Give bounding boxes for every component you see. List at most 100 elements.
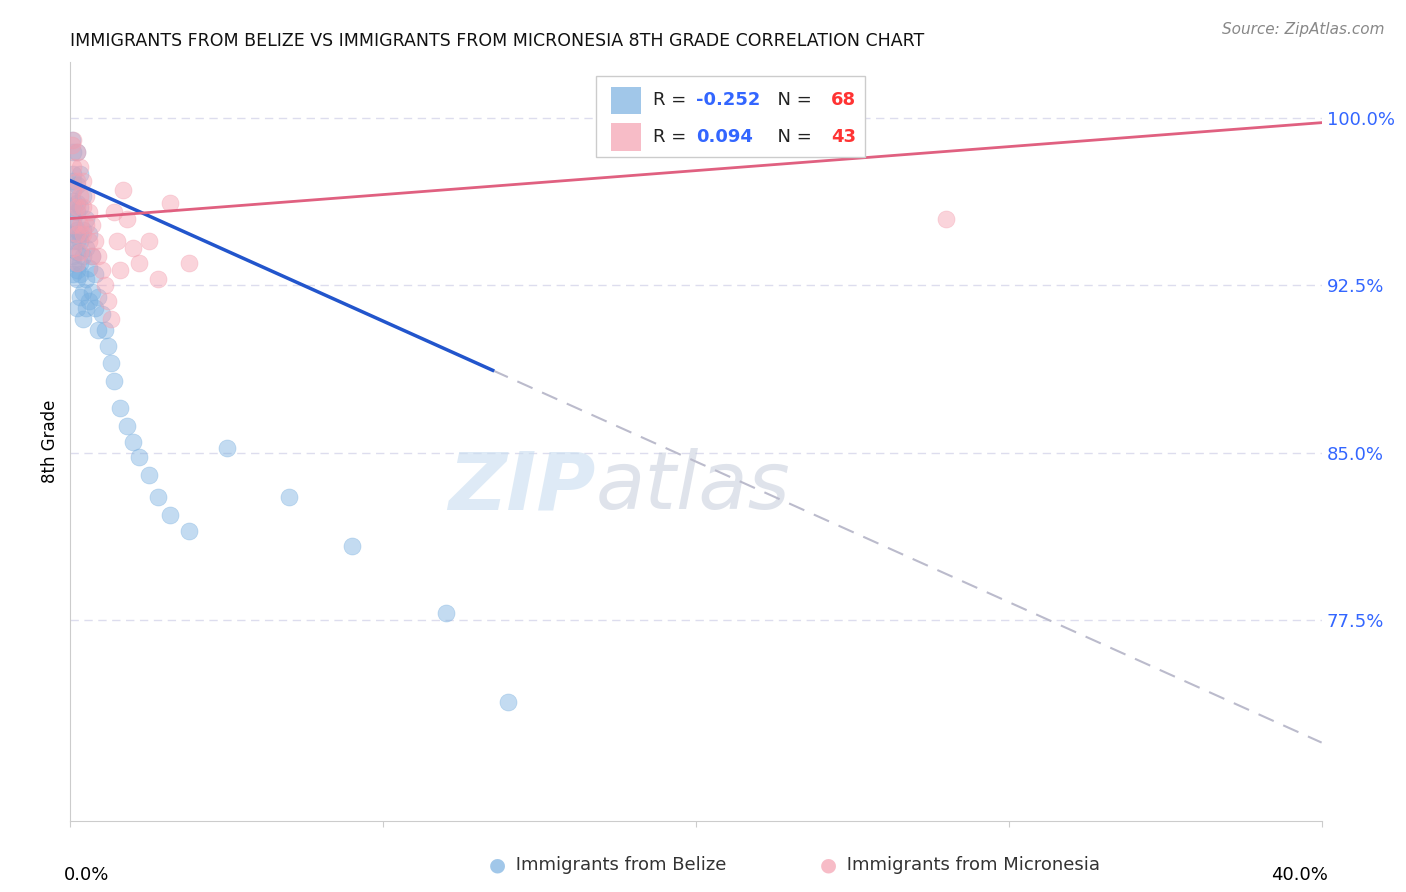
Point: [84, 234, 107, 248]
Point: [72, 285, 94, 299]
Point: [87, 250, 110, 264]
Text: atlas: atlas: [596, 448, 790, 526]
Text: 0.0%: 0.0%: [65, 866, 110, 884]
Point: [110, 262, 132, 277]
Point: [62, 234, 84, 248]
Point: [138, 467, 160, 482]
Point: [69, 267, 91, 281]
Point: [105, 234, 128, 248]
Point: [69, 234, 91, 248]
Text: R =: R =: [654, 91, 692, 110]
Bar: [610, 87, 641, 114]
Point: [434, 607, 457, 621]
Point: [62, 201, 84, 215]
Point: [62, 240, 84, 255]
Point: [72, 311, 94, 326]
Bar: [610, 123, 641, 151]
Point: [62, 194, 84, 208]
Point: [60, 138, 83, 153]
Point: [115, 211, 138, 226]
Point: [65, 234, 87, 248]
Point: [128, 256, 150, 270]
Point: [935, 211, 957, 226]
Point: [138, 234, 160, 248]
Point: [62, 227, 84, 241]
Point: [128, 450, 150, 465]
Point: [77, 260, 100, 275]
Point: [72, 189, 94, 203]
Point: [62, 211, 84, 226]
Point: [62, 218, 84, 232]
Text: N =: N =: [766, 91, 817, 110]
Point: [100, 356, 122, 371]
Point: [87, 323, 110, 337]
Point: [159, 196, 181, 211]
Point: [62, 167, 84, 181]
Point: [498, 696, 520, 710]
Point: [75, 240, 97, 255]
Point: [146, 271, 169, 285]
Point: [65, 145, 87, 159]
Point: [62, 182, 84, 196]
Point: [112, 182, 135, 196]
Point: [72, 201, 94, 215]
Point: [75, 301, 97, 315]
Point: [65, 201, 87, 215]
Point: [62, 133, 84, 147]
Point: [82, 250, 104, 264]
Text: Immigrants from Micronesia: Immigrants from Micronesia: [841, 856, 1099, 874]
Point: [340, 539, 363, 553]
Point: [60, 133, 83, 147]
Text: 43: 43: [831, 128, 856, 146]
Point: [103, 374, 125, 388]
Point: [77, 293, 100, 308]
Point: [75, 189, 97, 203]
Point: [278, 490, 301, 504]
Point: [65, 244, 87, 259]
Point: [103, 205, 125, 219]
Point: [65, 256, 87, 270]
Point: [84, 301, 107, 315]
Text: ZIP: ZIP: [449, 448, 596, 526]
Point: [62, 160, 84, 174]
Point: [77, 234, 100, 248]
Point: [121, 240, 145, 255]
Point: [65, 301, 87, 315]
Point: [69, 256, 91, 270]
Point: [72, 250, 94, 264]
Point: [62, 182, 84, 196]
Point: [62, 145, 84, 159]
Text: R =: R =: [654, 128, 699, 146]
Point: [65, 227, 87, 241]
Text: IMMIGRANTS FROM BELIZE VS IMMIGRANTS FROM MICRONESIA 8TH GRADE CORRELATION CHART: IMMIGRANTS FROM BELIZE VS IMMIGRANTS FRO…: [70, 32, 925, 50]
Point: [90, 307, 112, 321]
Point: [62, 173, 84, 187]
Point: [82, 218, 104, 232]
Text: -0.252: -0.252: [696, 91, 761, 110]
Point: [69, 289, 91, 303]
Point: [75, 211, 97, 226]
Point: [62, 201, 84, 215]
Point: [72, 222, 94, 236]
Text: 68: 68: [831, 91, 856, 110]
Point: [215, 442, 238, 455]
Point: [65, 205, 87, 219]
Point: [65, 222, 87, 236]
Point: [69, 167, 91, 181]
Text: Immigrants from Belize: Immigrants from Belize: [510, 856, 727, 874]
Point: [69, 189, 91, 203]
Point: [72, 173, 94, 187]
Point: [82, 250, 104, 264]
Text: 0.094: 0.094: [696, 128, 752, 146]
Text: Source: ZipAtlas.com: Source: ZipAtlas.com: [1222, 22, 1385, 37]
Point: [84, 267, 107, 281]
Point: [72, 227, 94, 241]
Point: [121, 434, 145, 449]
Y-axis label: 8th Grade: 8th Grade: [41, 400, 59, 483]
Text: ●: ●: [820, 855, 837, 875]
Point: [69, 244, 91, 259]
Text: ●: ●: [489, 855, 506, 875]
Point: [69, 218, 91, 232]
Point: [110, 401, 132, 415]
Point: [69, 227, 91, 241]
